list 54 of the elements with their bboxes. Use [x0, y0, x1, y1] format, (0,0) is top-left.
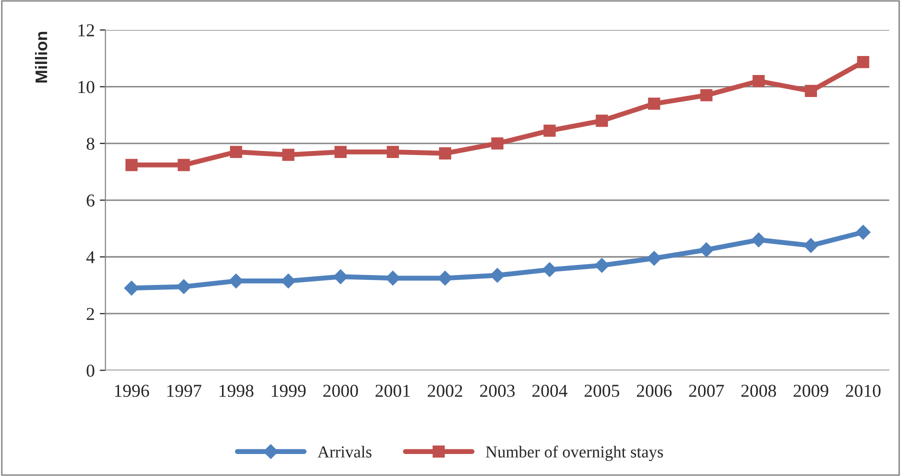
point: [648, 98, 660, 110]
x-tick-label: 2001: [376, 384, 410, 397]
x-tick-label: 2003: [480, 384, 515, 397]
y-tick-label: 4: [86, 251, 95, 264]
point: [125, 158, 138, 172]
point: [804, 84, 817, 98]
point: [490, 268, 505, 283]
point: [804, 238, 818, 253]
point: [124, 280, 139, 296]
point: [856, 224, 871, 240]
y-tick-label: 0: [86, 364, 94, 377]
x-tick-label: 2007: [689, 384, 724, 397]
x-tick-label: 2009: [794, 384, 828, 397]
point: [698, 242, 714, 258]
point: [491, 137, 504, 150]
x-tick-label: 1997: [167, 384, 202, 397]
point: [544, 124, 556, 137]
point: [700, 89, 712, 102]
x-tick-label: 1996: [115, 384, 150, 397]
point: [646, 250, 662, 266]
x-tick-label: 2008: [741, 384, 776, 397]
y-tick-label: 12: [78, 24, 94, 36]
point: [178, 158, 190, 172]
legend-label: Arrivals: [318, 446, 372, 458]
point: [751, 232, 766, 248]
x-tick-label: 2005: [584, 384, 620, 397]
x-tick-label: 2006: [636, 384, 672, 397]
point: [333, 269, 348, 284]
x-tick-label: 2004: [532, 384, 568, 397]
point: [230, 146, 242, 158]
point: [438, 270, 452, 286]
point: [596, 114, 608, 127]
y-tick-label: 6: [86, 194, 94, 207]
x-tick-label: 2010: [846, 384, 881, 397]
x-tick-label: 1999: [272, 384, 306, 397]
y-tick-label: 8: [86, 138, 94, 150]
point: [542, 262, 558, 278]
x-tick-label: 2000: [323, 384, 358, 397]
x-tick-label: 2002: [428, 384, 462, 397]
point: [280, 274, 296, 288]
point: [439, 147, 452, 160]
point: [594, 258, 610, 273]
point: [386, 146, 399, 158]
point: [228, 274, 244, 288]
y-tick-label: 10: [78, 80, 94, 94]
x-tick-label: 1998: [220, 384, 254, 397]
y-tick-label: 2: [86, 308, 94, 320]
point: [857, 56, 870, 68]
point: [176, 279, 192, 294]
y-axis-title: Million: [35, 32, 48, 82]
point: [752, 74, 765, 88]
point: [334, 146, 347, 158]
legend-label: Number of overnight stays: [486, 446, 663, 461]
point: [282, 148, 294, 161]
